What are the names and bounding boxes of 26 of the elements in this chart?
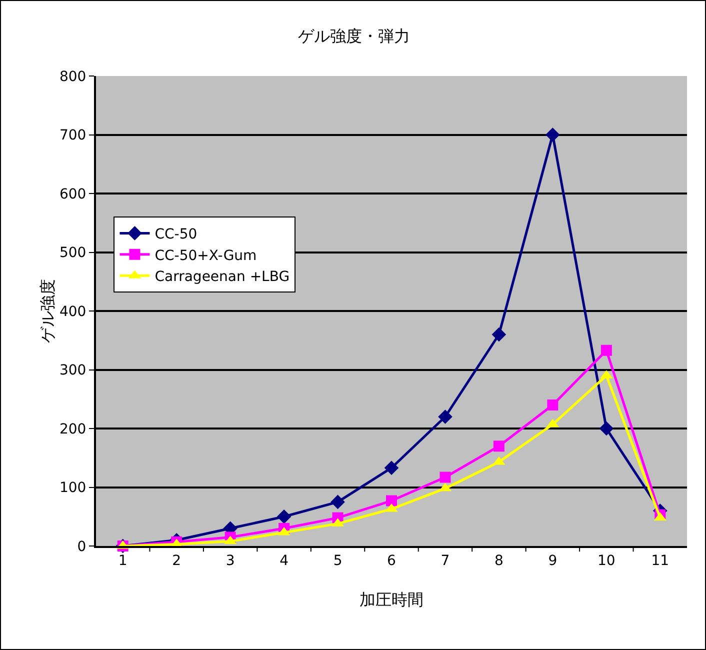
y-tick-label: 400: [59, 304, 86, 320]
y-tick-label: 800: [59, 68, 86, 85]
x-tick-label: 8: [494, 552, 504, 569]
x-tick-label: 10: [597, 552, 616, 569]
x-tick-label: 4: [280, 552, 289, 569]
legend-label: CC-50: [154, 226, 198, 243]
chart-title: ゲル強度・弾力: [298, 26, 410, 46]
y-tick-label: 100: [59, 480, 86, 496]
x-tick-label: 1: [118, 552, 128, 569]
y-tick-label: 600: [59, 186, 86, 202]
x-tick-label: 5: [333, 552, 342, 569]
y-tick-label: 300: [59, 362, 86, 379]
y-tick-label: 200: [59, 421, 86, 438]
x-tick-label: 11: [651, 552, 670, 569]
y-tick-label: 500: [59, 245, 86, 262]
x-tick-label: 3: [226, 552, 235, 569]
y-axis-title: ゲル強度: [38, 279, 57, 343]
x-axis-title: 加圧時間: [360, 590, 424, 609]
y-tick-label: 0: [77, 538, 86, 555]
x-tick-label: 2: [172, 552, 182, 569]
x-tick-label: 9: [548, 552, 558, 569]
y-tick-label: 700: [59, 128, 86, 144]
legend-label: CC-50+X-Gum: [154, 248, 257, 264]
x-tick-label: 6: [387, 552, 396, 569]
legend-label: Carrageenan +LBG: [154, 269, 290, 286]
x-tick-label: 7: [440, 552, 450, 569]
